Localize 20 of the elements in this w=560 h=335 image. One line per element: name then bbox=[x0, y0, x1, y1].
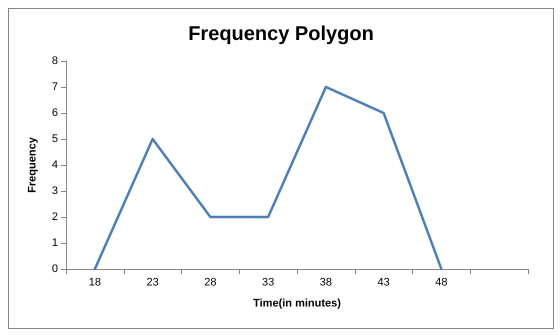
line-series bbox=[94, 86, 443, 270]
x-axis-title: Time(in minutes) bbox=[253, 298, 342, 310]
y-tick-label: 0 bbox=[52, 263, 58, 275]
x-tick-label: 28 bbox=[204, 276, 216, 288]
y-tick-label: 6 bbox=[52, 107, 58, 119]
y-tick-label: 3 bbox=[52, 185, 58, 197]
x-tick-label: 43 bbox=[378, 276, 390, 288]
y-tick-label: 1 bbox=[52, 237, 58, 249]
y-axis-title: Frequency bbox=[26, 136, 38, 193]
x-tick-label: 23 bbox=[146, 276, 159, 288]
y-tick-label: 2 bbox=[52, 211, 58, 223]
y-tick-label: 8 bbox=[52, 55, 58, 67]
x-tick-label: 33 bbox=[262, 276, 274, 288]
y-tick-label: 7 bbox=[52, 81, 58, 93]
x-tick-label: 48 bbox=[435, 276, 448, 288]
chart-title: Frequency Polygon bbox=[188, 23, 374, 45]
y-tick-label: 5 bbox=[52, 133, 58, 145]
x-tick-label: 38 bbox=[320, 276, 332, 288]
y-tick-label: 4 bbox=[52, 159, 58, 171]
x-tick-label: 18 bbox=[88, 276, 101, 288]
